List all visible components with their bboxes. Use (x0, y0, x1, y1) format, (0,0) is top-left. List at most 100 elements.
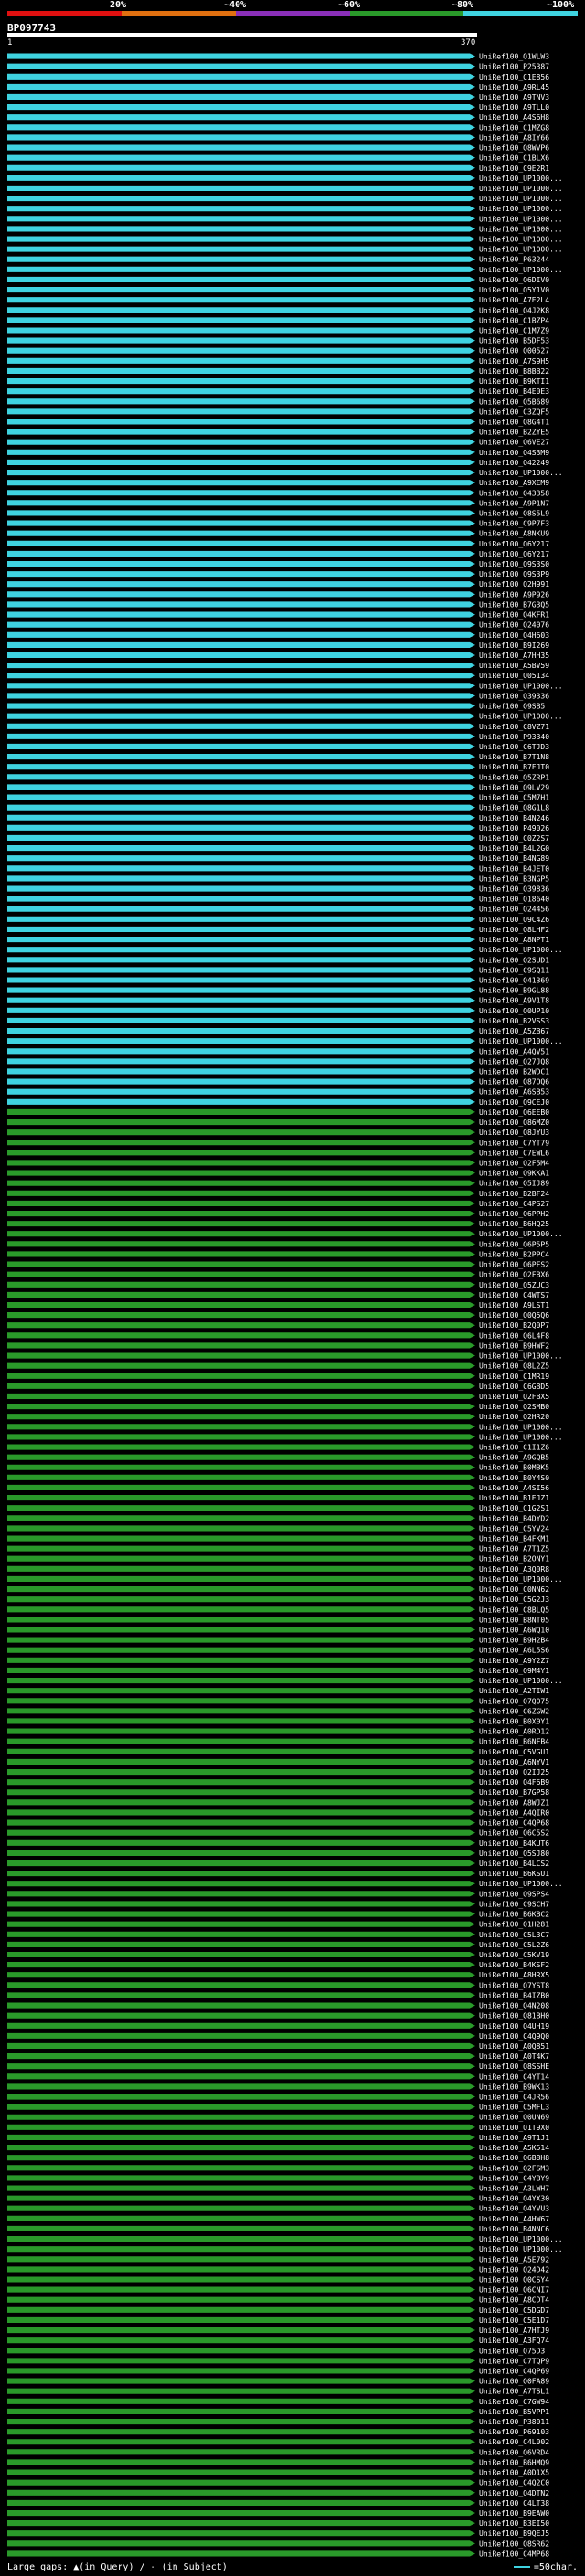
hit-label[interactable]: UniRef100_Q4YX30 (479, 2195, 549, 2203)
hit-row[interactable]: UniRef100_A0Q851 (7, 2042, 549, 2051)
hit-label[interactable]: UniRef100_C4MP68 (479, 2549, 549, 2558)
hit-label[interactable]: UniRef100_Q6VE27 (479, 439, 549, 447)
hit-row[interactable]: UniRef100_P25387 (7, 63, 549, 71)
hit-row[interactable]: UniRef100_UP1000... (7, 1423, 563, 1431)
hit-row[interactable]: UniRef100_P63244 (7, 256, 549, 264)
hit-label[interactable]: UniRef100_C0NN62 (479, 1585, 549, 1594)
hit-row[interactable]: UniRef100_Q24076 (7, 621, 549, 630)
hit-label[interactable]: UniRef100_C7TQP9 (479, 2357, 549, 2365)
hit-row[interactable]: UniRef100_Q4YVU3 (7, 2205, 549, 2213)
hit-row[interactable]: UniRef100_Q9LV29 (7, 783, 549, 791)
hit-label[interactable]: UniRef100_A7E2L4 (479, 296, 549, 304)
hit-label[interactable]: UniRef100_B4NG89 (479, 854, 549, 863)
hit-row[interactable]: UniRef100_B9I269 (7, 641, 549, 650)
hit-label[interactable]: UniRef100_B9WK13 (479, 2083, 549, 2091)
hit-label[interactable]: UniRef100_A7TSL1 (479, 2388, 549, 2396)
hit-label[interactable]: UniRef100_UP1000... (479, 215, 563, 223)
hit-row[interactable]: UniRef100_B4LCS2 (7, 1860, 549, 1868)
hit-row[interactable]: UniRef100_C4PS27 (7, 1200, 549, 1208)
hit-row[interactable]: UniRef100_B4KSF2 (7, 1961, 549, 1969)
hit-label[interactable]: UniRef100_A8HRX5 (479, 1971, 549, 1979)
hit-label[interactable]: UniRef100_A9TLL0 (479, 103, 549, 111)
hit-row[interactable]: UniRef100_Q2F5M4 (7, 1159, 549, 1167)
hit-label[interactable]: UniRef100_C5DGD7 (479, 2306, 549, 2315)
hit-row[interactable]: UniRef100_A4HW67 (7, 2215, 549, 2223)
hit-label[interactable]: UniRef100_B5VPP1 (479, 2408, 549, 2416)
hit-row[interactable]: UniRef100_Q8G1L8 (7, 804, 549, 812)
hit-row[interactable]: UniRef100_B3EI50 (7, 2519, 549, 2528)
hit-row[interactable]: UniRef100_UP1000... (7, 1880, 563, 1888)
hit-label[interactable]: UniRef100_C6ZGW2 (479, 1707, 549, 1715)
hit-label[interactable]: UniRef100_A6WQ10 (479, 1626, 549, 1634)
hit-label[interactable]: UniRef100_C1I1Z6 (479, 1444, 549, 1452)
hit-row[interactable]: UniRef100_A6WQ10 (7, 1626, 549, 1634)
hit-label[interactable]: UniRef100_UP1000... (479, 946, 563, 954)
hit-row[interactable]: UniRef100_UP1000... (7, 195, 563, 203)
hit-label[interactable]: UniRef100_Q9M4Y1 (479, 1667, 549, 1675)
hit-row[interactable]: UniRef100_Q2FBX5 (7, 1393, 549, 1401)
hit-row[interactable]: UniRef100_C5KV19 (7, 1951, 549, 1959)
hit-label[interactable]: UniRef100_A9V1T8 (479, 997, 549, 1005)
hit-label[interactable]: UniRef100_C1BLX6 (479, 154, 549, 163)
hit-label[interactable]: UniRef100_C1M7Z9 (479, 327, 549, 335)
hit-label[interactable]: UniRef100_B4FKM1 (479, 1535, 549, 1543)
hit-label[interactable]: UniRef100_C4QP68 (479, 1819, 549, 1828)
hit-label[interactable]: UniRef100_UP1000... (479, 225, 563, 233)
hit-label[interactable]: UniRef100_A6NYV1 (479, 1758, 549, 1766)
hit-row[interactable]: UniRef100_Q0CSY4 (7, 2275, 549, 2284)
hit-label[interactable]: UniRef100_C1MR19 (479, 1373, 549, 1381)
hit-label[interactable]: UniRef100_C4WTS7 (479, 1291, 549, 1299)
hit-label[interactable]: UniRef100_A9P1N7 (479, 499, 549, 507)
hit-label[interactable]: UniRef100_Q5B689 (479, 398, 549, 406)
hit-label[interactable]: UniRef100_C4Q2C0 (479, 2479, 549, 2487)
hit-label[interactable]: UniRef100_B6HQ25 (479, 1220, 549, 1228)
hit-label[interactable]: UniRef100_A5BV59 (479, 662, 549, 670)
hit-label[interactable]: UniRef100_B9QEJ5 (479, 2529, 549, 2538)
hit-row[interactable]: UniRef100_B9QEJ5 (7, 2529, 549, 2538)
hit-label[interactable]: UniRef100_Q2F5M4 (479, 1159, 549, 1167)
hit-row[interactable]: UniRef100_A9V1T8 (7, 997, 549, 1005)
hit-row[interactable]: UniRef100_C0Z2S7 (7, 834, 549, 843)
hit-label[interactable]: UniRef100_UP1000... (479, 713, 563, 721)
hit-label[interactable]: UniRef100_C1BZP4 (479, 316, 549, 324)
hit-row[interactable]: UniRef100_C5L2Z6 (7, 1941, 549, 1949)
hit-row[interactable]: UniRef100_Q9SPS4 (7, 1890, 549, 1898)
hit-row[interactable]: UniRef100_Q7YST8 (7, 1981, 549, 1989)
hit-row[interactable]: UniRef100_Q4F6B9 (7, 1778, 549, 1786)
hit-row[interactable]: UniRef100_A9TNV3 (7, 93, 549, 101)
hit-row[interactable]: UniRef100_A9GQB5 (7, 1454, 549, 1462)
hit-label[interactable]: UniRef100_Q39836 (479, 885, 549, 894)
hit-label[interactable]: UniRef100_Q6B8H8 (479, 2154, 549, 2162)
hit-row[interactable]: UniRef100_B2BF24 (7, 1190, 549, 1198)
hit-row[interactable]: UniRef100_Q0FA89 (7, 2378, 549, 2386)
hit-row[interactable]: UniRef100_B6KSU1 (7, 1870, 549, 1878)
hit-row[interactable]: UniRef100_UP1000... (7, 2245, 563, 2253)
hit-row[interactable]: UniRef100_B4E0E3 (7, 387, 549, 396)
hit-label[interactable]: UniRef100_C5M7H1 (479, 794, 549, 802)
hit-label[interactable]: UniRef100_B9KTI1 (479, 377, 549, 386)
hit-row[interactable]: UniRef100_C4QP68 (7, 1819, 549, 1828)
hit-label[interactable]: UniRef100_Q2SMB0 (479, 1403, 549, 1411)
hit-label[interactable]: UniRef100_C8BLQ5 (479, 1606, 549, 1614)
hit-row[interactable]: UniRef100_Q8LHF2 (7, 926, 549, 934)
hit-row[interactable]: UniRef100_Q0Q5Q6 (7, 1311, 549, 1320)
hit-label[interactable]: UniRef100_Q4DTN2 (479, 2489, 549, 2497)
hit-label[interactable]: UniRef100_UP1000... (479, 1037, 563, 1045)
hit-label[interactable]: UniRef100_B2Q0P7 (479, 1321, 549, 1330)
hit-row[interactable]: UniRef100_B4FKM1 (7, 1535, 549, 1543)
hit-label[interactable]: UniRef100_Q8LHF2 (479, 926, 549, 934)
hit-row[interactable]: UniRef100_P38011 (7, 2418, 549, 2426)
hit-row[interactable]: UniRef100_Q8SR62 (7, 2539, 549, 2548)
hit-row[interactable]: UniRef100_B9H2B4 (7, 1637, 549, 1645)
hit-row[interactable]: UniRef100_A8HRX5 (7, 1971, 549, 1979)
hit-row[interactable]: UniRef100_UP1000... (7, 225, 563, 233)
hit-row[interactable]: UniRef100_Q8G4T1 (7, 418, 549, 426)
hit-row[interactable]: UniRef100_C5M7H1 (7, 794, 549, 802)
hit-row[interactable]: UniRef100_UP1000... (7, 1352, 563, 1361)
hit-row[interactable]: UniRef100_Q2HR20 (7, 1413, 549, 1421)
hit-label[interactable]: UniRef100_UP1000... (479, 1677, 563, 1685)
hit-row[interactable]: UniRef100_B6KBC2 (7, 1911, 549, 1919)
hit-row[interactable]: UniRef100_Q6Y217 (7, 540, 549, 548)
hit-row[interactable]: UniRef100_C9P7F3 (7, 520, 549, 528)
hit-label[interactable]: UniRef100_B9H2B4 (479, 1637, 549, 1645)
